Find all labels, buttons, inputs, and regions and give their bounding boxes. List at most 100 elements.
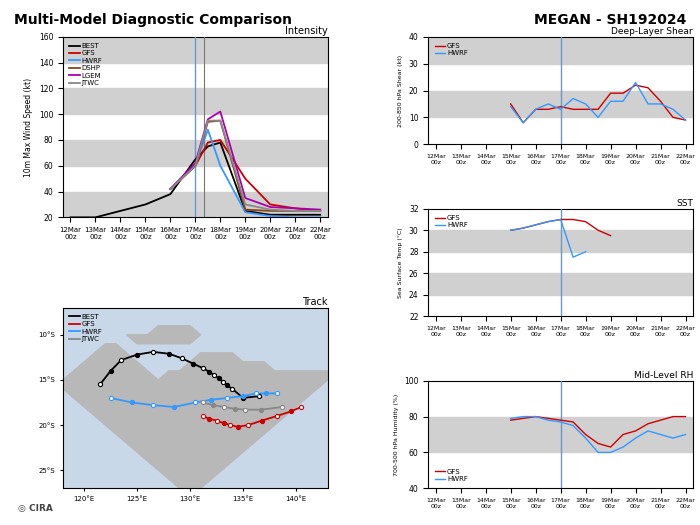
Line: GFS: GFS xyxy=(511,85,685,123)
GFS xyxy=(556,103,565,110)
HWRF xyxy=(507,103,515,110)
HWRF xyxy=(631,435,640,441)
HWRF xyxy=(531,222,540,228)
HWRF xyxy=(544,101,552,107)
HWRF xyxy=(582,101,590,107)
HWRF xyxy=(531,106,540,112)
HWRF xyxy=(507,415,515,422)
HWRF xyxy=(582,249,590,255)
HWRF xyxy=(631,79,640,86)
HWRF xyxy=(519,120,527,126)
GFS xyxy=(606,233,615,239)
HWRF xyxy=(544,417,552,423)
HWRF xyxy=(531,413,540,419)
Line: HWRF: HWRF xyxy=(511,416,685,453)
HWRF xyxy=(507,227,515,234)
HWRF xyxy=(544,218,552,225)
GFS xyxy=(594,106,602,112)
GFS xyxy=(569,106,577,112)
GFS xyxy=(582,432,590,438)
HWRF xyxy=(519,225,527,231)
HWRF xyxy=(556,216,565,223)
GFS xyxy=(657,417,665,423)
GFS xyxy=(668,413,677,419)
HWRF xyxy=(681,117,690,123)
HWRF xyxy=(619,98,627,104)
HWRF xyxy=(619,444,627,450)
HWRF xyxy=(519,413,527,419)
Text: MEGAN - SH192024: MEGAN - SH192024 xyxy=(533,13,686,27)
HWRF xyxy=(644,428,652,434)
HWRF xyxy=(594,449,602,456)
GFS xyxy=(519,415,527,422)
Polygon shape xyxy=(63,344,328,488)
GFS xyxy=(631,82,640,88)
GFS xyxy=(644,85,652,91)
HWRF xyxy=(556,419,565,425)
HWRF xyxy=(569,254,577,260)
HWRF xyxy=(569,423,577,429)
Bar xyxy=(428,37,693,64)
Text: ◎ CIRA: ◎ CIRA xyxy=(18,505,52,513)
GFS xyxy=(606,444,615,450)
Text: Track: Track xyxy=(302,297,328,307)
Bar xyxy=(63,88,328,114)
Legend: BEST, GFS, HWRF, JTWC: BEST, GFS, HWRF, JTWC xyxy=(66,311,106,345)
GFS xyxy=(531,413,540,419)
HWRF xyxy=(569,96,577,102)
GFS xyxy=(668,114,677,121)
Bar xyxy=(428,416,693,453)
Legend: GFS, HWRF: GFS, HWRF xyxy=(432,212,470,231)
Text: SST: SST xyxy=(676,199,693,208)
HWRF xyxy=(657,432,665,438)
Bar xyxy=(63,140,328,166)
GFS xyxy=(582,218,590,225)
HWRF xyxy=(644,101,652,107)
Y-axis label: Sea Surface Temp (°C): Sea Surface Temp (°C) xyxy=(398,227,403,298)
GFS xyxy=(556,417,565,423)
HWRF xyxy=(668,106,677,112)
GFS xyxy=(657,98,665,104)
GFS xyxy=(556,216,565,223)
GFS xyxy=(619,432,627,438)
GFS xyxy=(606,90,615,97)
Line: HWRF: HWRF xyxy=(511,82,685,123)
GFS xyxy=(507,101,515,107)
HWRF xyxy=(556,106,565,112)
GFS xyxy=(582,106,590,112)
GFS xyxy=(544,218,552,225)
Bar xyxy=(428,90,693,118)
Text: Multi-Model Diagnostic Comparison: Multi-Model Diagnostic Comparison xyxy=(14,13,292,27)
GFS xyxy=(544,415,552,422)
Legend: GFS, HWRF: GFS, HWRF xyxy=(432,466,470,485)
HWRF xyxy=(582,435,590,441)
GFS xyxy=(644,421,652,427)
HWRF xyxy=(594,114,602,121)
HWRF xyxy=(606,449,615,456)
Y-axis label: 700-500 hPa Humidity (%): 700-500 hPa Humidity (%) xyxy=(393,393,398,476)
GFS xyxy=(507,417,515,423)
HWRF xyxy=(681,432,690,438)
Line: GFS: GFS xyxy=(511,416,685,447)
HWRF xyxy=(657,101,665,107)
Bar xyxy=(428,273,693,295)
GFS xyxy=(619,90,627,97)
GFS xyxy=(519,225,527,231)
Y-axis label: 10m Max Wind Speed (kt): 10m Max Wind Speed (kt) xyxy=(25,78,33,176)
Text: Deep-Layer Shear: Deep-Layer Shear xyxy=(611,27,693,36)
Y-axis label: 200-850 hPa Shear (kt): 200-850 hPa Shear (kt) xyxy=(398,55,403,127)
GFS xyxy=(507,227,515,234)
GFS xyxy=(531,106,540,112)
Line: GFS: GFS xyxy=(511,219,610,236)
GFS xyxy=(569,419,577,425)
GFS xyxy=(519,120,527,126)
HWRF xyxy=(606,98,615,104)
Bar xyxy=(63,37,328,62)
Text: Intensity: Intensity xyxy=(285,26,328,36)
GFS xyxy=(569,216,577,223)
GFS xyxy=(681,413,690,419)
GFS xyxy=(531,222,540,228)
GFS xyxy=(631,428,640,434)
Bar xyxy=(63,192,328,217)
GFS xyxy=(681,117,690,123)
